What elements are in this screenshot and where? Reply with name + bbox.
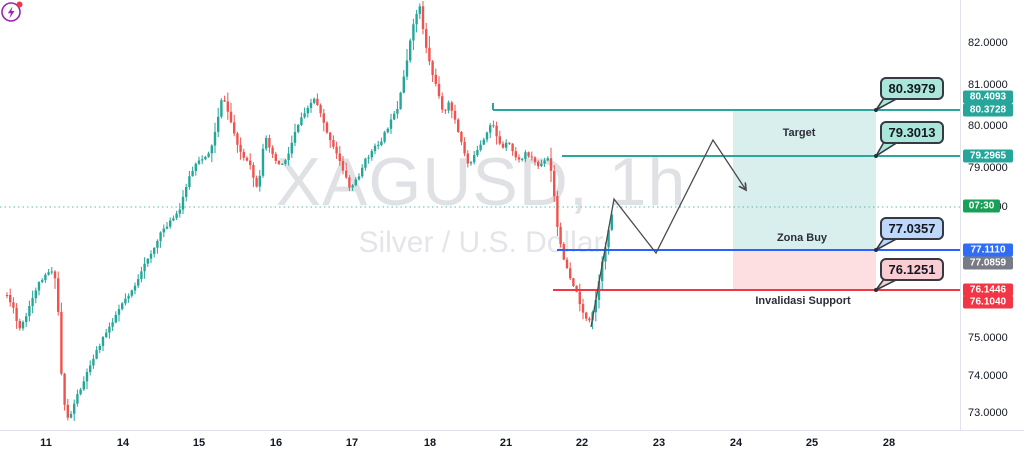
time-axis-label: 25 [805, 437, 819, 449]
lightning-bolt [7, 6, 15, 19]
price-callout[interactable]: 76.1251 [880, 258, 944, 281]
time-axis-label: 11 [40, 437, 52, 449]
price-axis-label: 82.0000 [968, 37, 1008, 49]
invalidasi-support-label[interactable]: Invalidasi Support [755, 295, 851, 307]
level-lines[interactable] [492, 103, 960, 291]
zona-buy-label[interactable]: Zona Buy [776, 232, 828, 244]
lightning-circle [1, 2, 21, 22]
target-zone-label[interactable]: Target [782, 127, 816, 139]
price-badge: 76.1446 [963, 283, 1013, 297]
zones[interactable] [733, 110, 876, 290]
chart-pane[interactable]: XAGUSD, 1h Silver / U.S. Dollar Target Z… [0, 0, 960, 430]
price-badge: 79.2965 [963, 149, 1013, 163]
price-badge: 76.1040 [963, 295, 1013, 309]
time-axis-label: 28 [882, 437, 896, 449]
time-axis-label: 24 [729, 437, 743, 449]
notification-dot [16, 1, 23, 8]
chart-canvas[interactable] [0, 0, 960, 430]
time-axis-label: 17 [345, 437, 359, 449]
time-axis-label: 16 [269, 437, 283, 449]
price-axis-label: 81.0000 [968, 79, 1008, 91]
time-axis-label: 15 [192, 437, 206, 449]
price-axis-label: 80.0000 [968, 120, 1008, 132]
price-axis-label: 74.0000 [968, 370, 1008, 382]
time-axis[interactable]: 11 14 15 16 17 18 21 22 23 24 25 28 [0, 430, 1024, 457]
time-axis-label: 14 [116, 437, 130, 449]
price-badge: 80.3728 [963, 103, 1013, 117]
price-badge: 80.4093 [963, 90, 1013, 104]
time-axis-label: 18 [423, 437, 437, 449]
price-callout[interactable]: 77.0357 [880, 217, 944, 240]
time-axis-label: 22 [575, 437, 589, 449]
lightning-icon[interactable] [0, 0, 24, 24]
price-badge: 77.0859 [963, 256, 1013, 270]
price-axis-label: 73.0000 [968, 407, 1008, 419]
price-axis-label: 75.0000 [968, 332, 1008, 344]
price-badge: 77.1110 [963, 243, 1013, 257]
price-callout[interactable]: 79.3013 [880, 121, 944, 144]
candlestick-series [5, 1, 613, 421]
time-axis-label: 21 [499, 437, 513, 449]
price-axis[interactable]: 82.000081.000080.000079.000078.000075.00… [960, 0, 1024, 430]
time-axis-label: 23 [652, 437, 666, 449]
price-axis-label: 79.0000 [968, 162, 1008, 174]
countdown-badge: 07:30 [963, 199, 1000, 213]
projection-arrow[interactable] [590, 138, 746, 328]
price-callout[interactable]: 80.3979 [880, 77, 944, 100]
